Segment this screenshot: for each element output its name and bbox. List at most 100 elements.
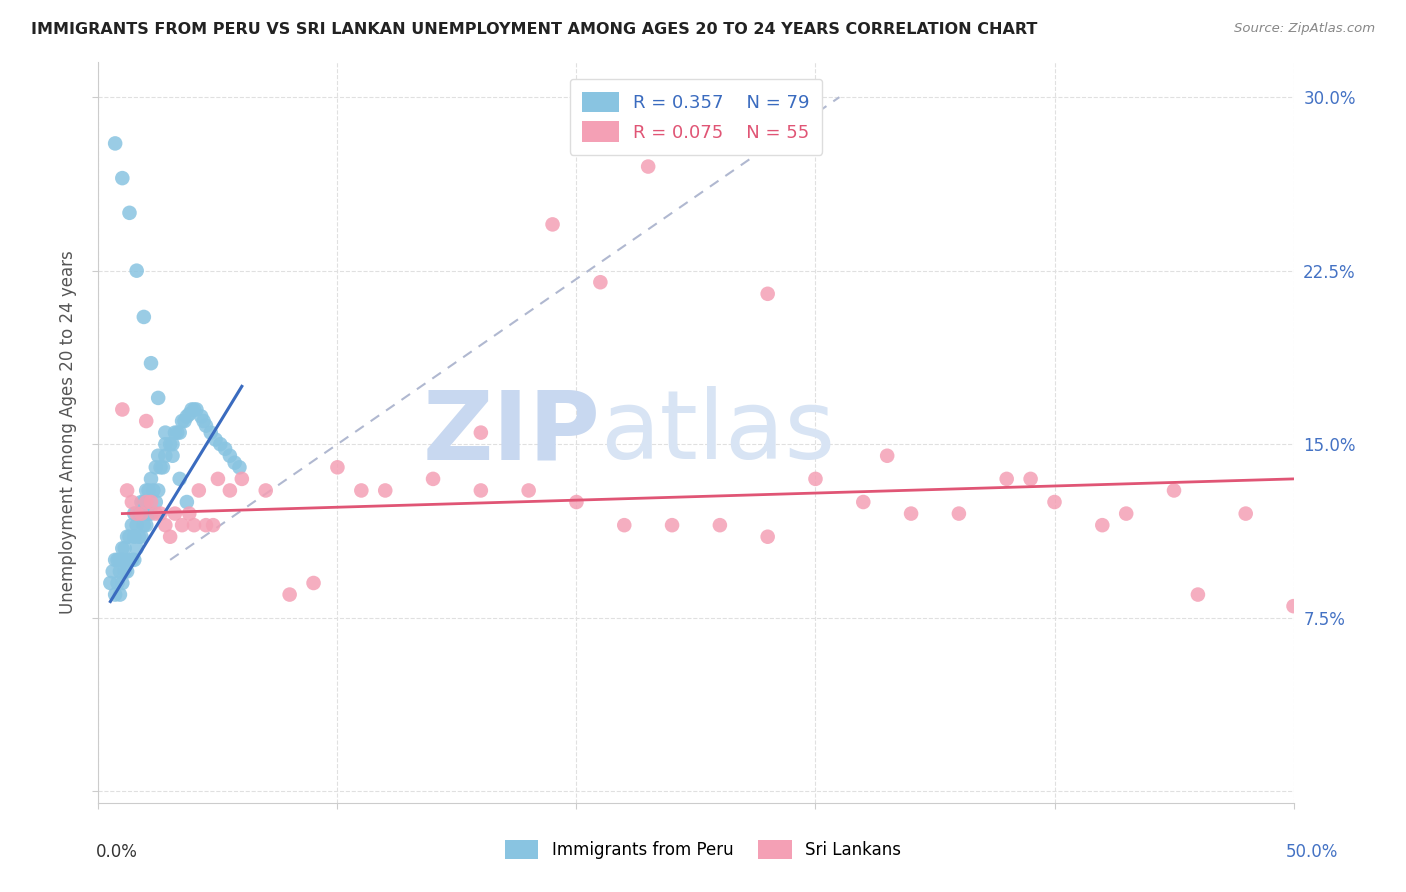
Point [231, 472, 253, 486]
Point [111, 171, 134, 186]
Point [470, 483, 492, 498]
Point [852, 495, 875, 509]
Point [135, 483, 157, 498]
Point [101, 565, 124, 579]
Point [541, 218, 564, 232]
Point [163, 507, 186, 521]
Point [173, 414, 195, 428]
Point [637, 160, 659, 174]
Point [124, 507, 146, 521]
Point [224, 456, 246, 470]
Point [128, 530, 150, 544]
Point [121, 495, 143, 509]
Point [111, 402, 134, 417]
Point [98, 576, 122, 591]
Point [135, 495, 157, 509]
Point [131, 507, 153, 521]
Point [876, 449, 898, 463]
Point [108, 565, 131, 579]
Point [125, 518, 148, 533]
Point [163, 425, 186, 440]
Point [114, 541, 136, 556]
Point [278, 588, 301, 602]
Point [470, 425, 492, 440]
Point [142, 483, 165, 498]
Point [111, 553, 134, 567]
Point [115, 530, 138, 544]
Text: 0.0%: 0.0% [96, 843, 138, 861]
Point [756, 286, 779, 301]
Point [1163, 483, 1185, 498]
Point [115, 483, 138, 498]
Point [254, 483, 277, 498]
Point [756, 530, 779, 544]
Point [145, 495, 167, 509]
Point [180, 402, 202, 417]
Point [162, 449, 184, 463]
Text: 50.0%: 50.0% [1286, 843, 1339, 861]
Point [128, 507, 150, 521]
Point [155, 437, 177, 451]
Point [118, 206, 141, 220]
Point [169, 425, 191, 440]
Point [111, 541, 134, 556]
Point [219, 449, 242, 463]
Point [202, 518, 225, 533]
Point [204, 433, 226, 447]
Point [374, 483, 396, 498]
Point [131, 495, 153, 509]
Point [104, 553, 127, 567]
Point [107, 576, 129, 591]
Point [172, 518, 194, 533]
Y-axis label: Unemployment Among Ages 20 to 24 years: Unemployment Among Ages 20 to 24 years [59, 251, 77, 615]
Point [1282, 599, 1305, 614]
Point [350, 483, 373, 498]
Point [149, 460, 172, 475]
Point [107, 553, 129, 567]
Point [1091, 518, 1114, 533]
Legend: R = 0.357    N = 79, R = 0.075    N = 55: R = 0.357 N = 79, R = 0.075 N = 55 [569, 78, 823, 155]
Point [159, 530, 181, 544]
Point [172, 414, 194, 428]
Point [1187, 588, 1209, 602]
Point [124, 553, 146, 567]
Point [1043, 495, 1066, 509]
Point [138, 483, 160, 498]
Point [108, 553, 131, 567]
Text: IMMIGRANTS FROM PERU VS SRI LANKAN UNEMPLOYMENT AMONG AGES 20 TO 24 YEARS CORREL: IMMIGRANTS FROM PERU VS SRI LANKAN UNEMP… [31, 22, 1038, 37]
Point [115, 565, 138, 579]
Text: atlas: atlas [600, 386, 835, 479]
Point [214, 442, 236, 456]
Point [139, 495, 162, 509]
Point [517, 483, 540, 498]
Point [135, 414, 157, 428]
Point [228, 460, 250, 475]
Point [135, 518, 157, 533]
Point [159, 437, 181, 451]
Point [183, 402, 205, 417]
Point [179, 407, 201, 421]
Point [138, 507, 160, 521]
Text: Source: ZipAtlas.com: Source: ZipAtlas.com [1234, 22, 1375, 36]
Point [108, 588, 131, 602]
Point [132, 518, 155, 533]
Point [326, 460, 349, 475]
Point [1115, 507, 1137, 521]
Point [104, 588, 127, 602]
Point [422, 472, 444, 486]
Point [111, 576, 134, 591]
Legend: Immigrants from Peru, Sri Lankans: Immigrants from Peru, Sri Lankans [498, 833, 908, 866]
Point [148, 483, 170, 498]
Point [155, 425, 177, 440]
Point [132, 310, 155, 324]
Point [948, 507, 970, 521]
Point [139, 472, 162, 486]
Point [589, 275, 612, 289]
Point [104, 136, 127, 151]
Point [804, 472, 827, 486]
Point [114, 565, 136, 579]
Point [193, 414, 215, 428]
Point [125, 507, 148, 521]
Point [176, 495, 198, 509]
Point [152, 460, 174, 475]
